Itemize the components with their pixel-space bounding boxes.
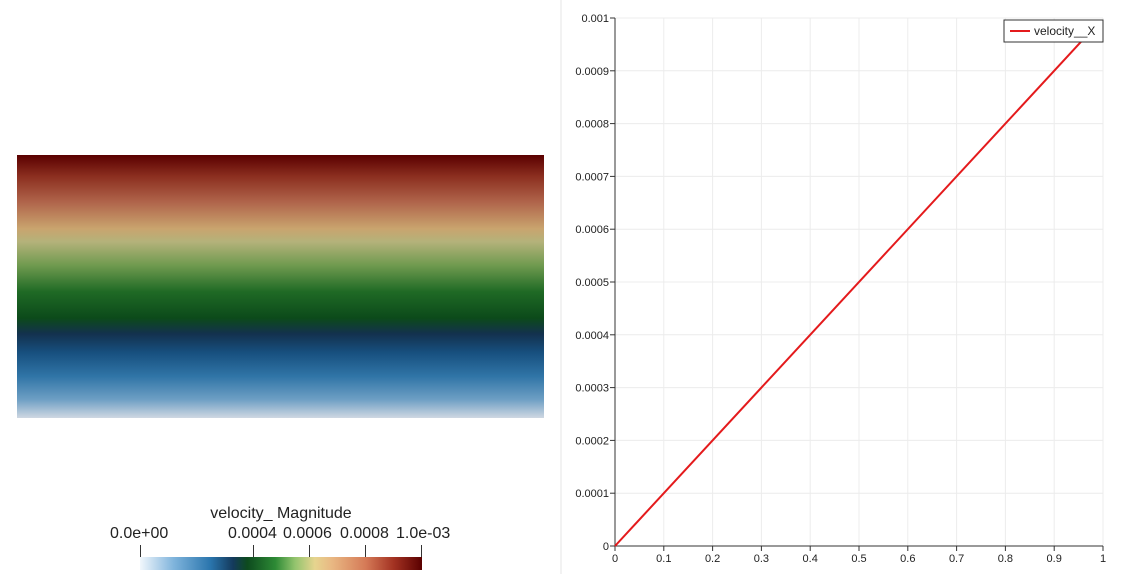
legend-box [1003,19,1104,43]
line-chart[interactable]: 0 0.1 0.2 0.3 0.4 0.5 0.6 0.7 0.8 0.9 1 0 0.0001 0.00… [562,0,1123,574]
y-tick-label: 0.0001 [575,488,609,500]
x-tick-label: 0 [612,553,618,565]
colorbar-label-min: 0.0e+00 [110,525,169,542]
colorbar-label-0004: 0.0004 [228,525,277,542]
x-tick-label: 0.1 [656,553,671,565]
colorbar-tick [140,545,141,557]
colorbar-label-0006: 0.0006 [283,525,332,542]
x-tick-label: 0.6 [900,553,915,565]
y-tick-label: 0.0008 [575,119,609,131]
x-tick-label: 0.4 [803,553,818,565]
colorbar-ticks [140,545,422,557]
y-tick-label: 0.0003 [575,383,609,395]
line-chart-view[interactable]: 0 0.1 0.2 0.3 0.4 0.5 0.6 0.7 0.8 0.9 1 0 0.0001 0.00… [562,0,1123,574]
velocity-field-plot[interactable] [17,155,544,418]
y-tick-label: 0.001 [581,13,609,25]
colorbar-labels: 0.0e+00 0.0004 0.0006 0.0008 1.0e-03 [100,525,460,545]
y-tick-label: 0.0007 [575,171,609,183]
x-tick-label: 0.3 [754,553,769,565]
y-tick-label: 0.0009 [575,66,609,78]
chart-legend[interactable]: velocity__X [1003,19,1104,43]
colorbar-tick [253,545,254,557]
colorbar [140,557,422,570]
x-tick-label: 0.8 [998,553,1013,565]
chart-axes: 0 0.1 0.2 0.3 0.4 0.5 0.6 0.7 0.8 0.9 1 0 0.0001 0.00… [575,13,1106,565]
colorbar-label-0008: 0.0008 [340,525,389,542]
x-tick-label: 1 [1100,553,1106,565]
colorbar-title: velocity_ Magnitude [210,505,352,522]
view-splitter[interactable] [560,0,562,574]
colorbar-tick [309,545,310,557]
y-tick-label: 0.0002 [575,435,609,447]
render-view[interactable]: velocity_ Magnitude 0.0e+00 0.0004 0.000… [0,0,560,574]
x-tick-label: 0.9 [1047,553,1062,565]
colorbar-tick [365,545,366,557]
y-tick-label: 0.0004 [575,330,609,342]
x-tick-label: 0.5 [851,553,866,565]
colorbar-label-max: 1.0e-03 [396,525,451,542]
x-tick-label: 0.2 [705,553,720,565]
legend-label[interactable]: velocity__X [1034,24,1095,38]
y-tick-label: 0 [603,541,609,553]
x-tick-label: 0.7 [949,553,964,565]
chart-grid [614,17,1104,547]
series-line-velocity-x [614,33,1090,547]
y-tick-label: 0.0006 [575,224,609,236]
y-tick-label: 0.0005 [575,277,609,289]
chart-series [614,33,1090,547]
colorbar-tick [421,545,422,557]
